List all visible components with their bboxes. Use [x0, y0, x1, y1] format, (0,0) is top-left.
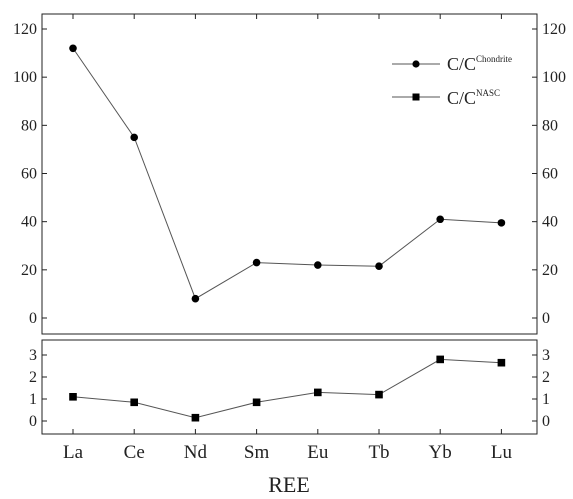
y-tick-label-right: 3	[542, 347, 550, 364]
legend: C/CChondrite C/CNASC	[392, 54, 512, 108]
y-tick-label-right: 80	[542, 117, 558, 134]
y-tick-label-right: 60	[542, 166, 558, 183]
y-tick-label-right: 120	[542, 21, 566, 38]
data-point-la	[69, 393, 77, 401]
x-tick-label-eu: Eu	[307, 442, 329, 463]
x-tick-label-la: La	[63, 442, 84, 463]
legend-base-chondrite: C/C	[447, 54, 476, 74]
y-tick-label-left: 120	[13, 21, 37, 38]
series-line-bottom	[72, 358, 502, 419]
top-series	[69, 44, 506, 303]
legend-entry-chondrite: C/CChondrite	[392, 54, 512, 74]
y-tick-label-right: 0	[542, 310, 550, 327]
x-tick-label-lu: Lu	[491, 442, 513, 463]
legend-sup-chondrite: Chondrite	[476, 54, 512, 64]
data-point-nd	[191, 294, 200, 303]
x-tick-label-sm: Sm	[244, 442, 270, 463]
data-point-lu	[497, 219, 506, 227]
bottom-series	[69, 355, 506, 422]
x-tick-label-tb: Tb	[368, 442, 389, 463]
bottom-plot-frame	[41, 339, 538, 435]
y-tick-label-left: 0	[29, 413, 37, 430]
y-tick-label-left: 60	[21, 166, 37, 183]
bottom-panel: 0 1 2 3 0 1 2 3 La Ce Nd Sm Eu Tb Yb Lu	[29, 14, 550, 463]
x-axis-label: REE	[268, 472, 310, 497]
data-point-nd	[191, 413, 200, 422]
y-tick-label-left: 1	[29, 391, 37, 408]
data-point-yb	[436, 215, 445, 224]
bottom-right-axis: 0 1 2 3	[532, 347, 550, 430]
legend-label-chondrite: C/CChondrite	[447, 54, 512, 74]
x-tick-label-yb: Yb	[429, 442, 452, 463]
y-tick-label-left: 20	[21, 262, 37, 279]
y-tick-label-left: 80	[21, 117, 37, 134]
y-tick-label-right: 0	[542, 413, 550, 430]
y-tick-label-left: 2	[29, 369, 37, 386]
data-point-la	[69, 44, 77, 53]
data-point-sm	[252, 258, 261, 267]
data-point-ce	[130, 398, 138, 407]
legend-marker-nasc	[412, 93, 420, 101]
y-tick-label-left: 100	[13, 69, 37, 86]
y-tick-label-left: 3	[29, 347, 37, 364]
y-tick-label-left: 40	[21, 214, 37, 231]
x-tick-label-nd: Nd	[184, 442, 208, 463]
data-point-eu	[314, 388, 322, 397]
legend-sup-nasc: NASC	[476, 88, 500, 98]
x-tick-label-ce: Ce	[124, 442, 145, 463]
data-point-tb	[375, 390, 383, 399]
top-left-axis: 0 20 40 60 80 100 120	[13, 21, 47, 327]
y-tick-label-right: 20	[542, 262, 558, 279]
y-tick-label-left: 0	[29, 310, 37, 327]
legend-base-nasc: C/C	[447, 88, 476, 108]
top-right-axis: 0 20 40 60 80 100 120	[532, 21, 566, 327]
y-tick-label-right: 1	[542, 391, 550, 408]
y-tick-label-right: 100	[542, 69, 566, 86]
legend-marker-chondrite	[412, 60, 420, 68]
data-point-lu	[497, 358, 506, 367]
data-point-eu	[314, 261, 322, 269]
data-point-yb	[436, 355, 444, 364]
y-tick-label-right: 2	[542, 369, 550, 386]
data-point-sm	[252, 398, 261, 407]
y-tick-label-right: 40	[542, 214, 558, 231]
series-line-top	[72, 47, 502, 300]
x-axis: La Ce Nd Sm Eu Tb Yb Lu	[63, 14, 512, 463]
data-point-ce	[130, 133, 138, 142]
data-point-tb	[375, 262, 383, 271]
legend-label-nasc: C/CNASC	[447, 88, 500, 108]
legend-entry-nasc: C/CNASC	[392, 88, 500, 108]
bottom-left-axis: 0 1 2 3	[29, 347, 47, 430]
